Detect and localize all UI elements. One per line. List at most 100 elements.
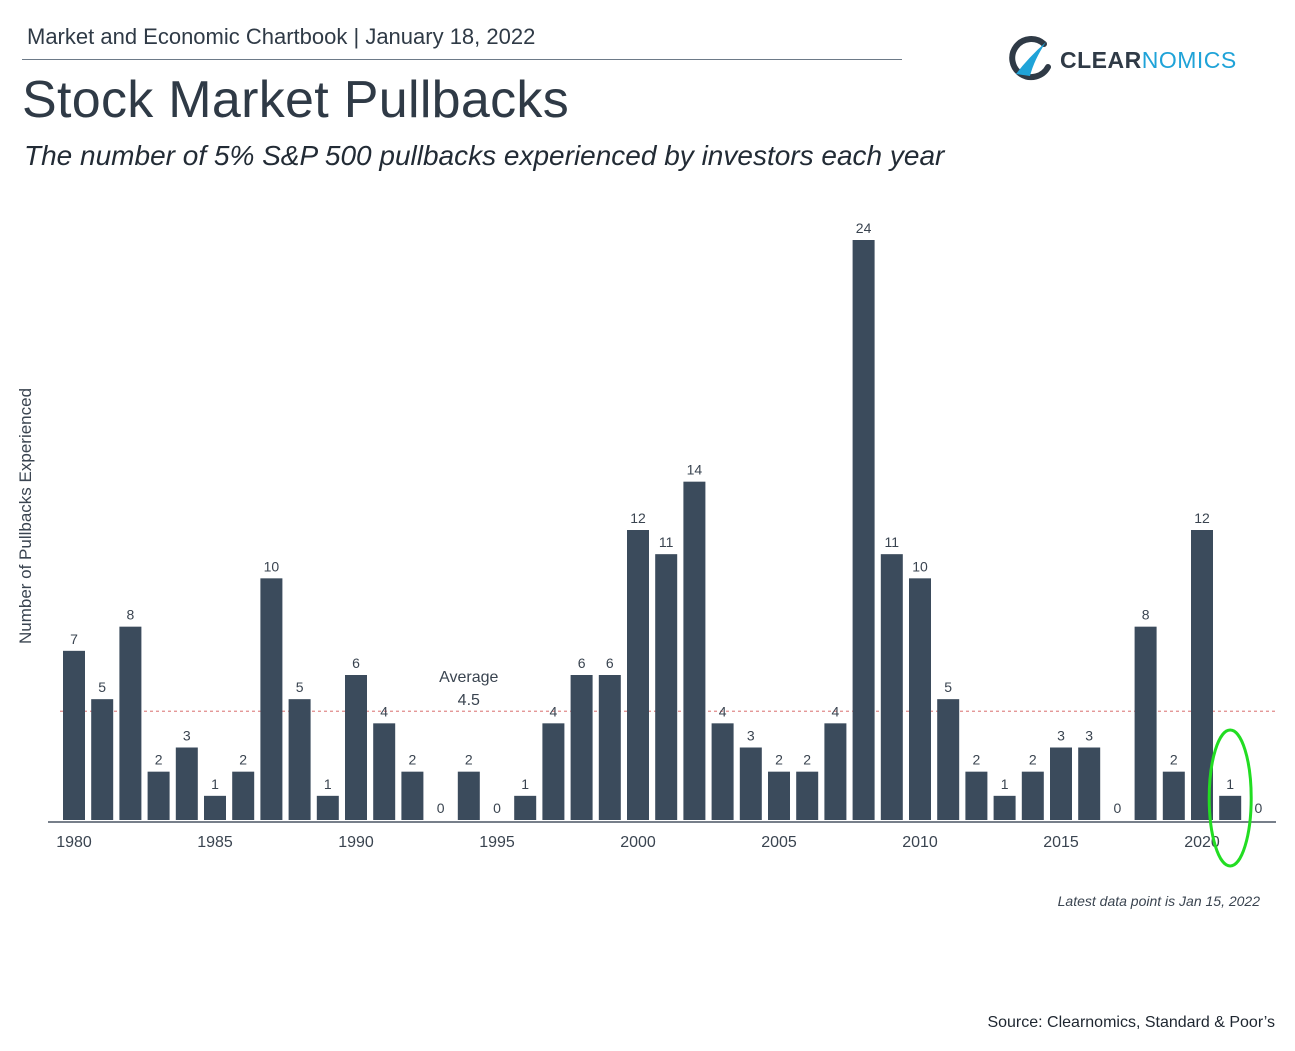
x-tick-1990: 1990 — [338, 834, 374, 851]
clearnomics-logo: CLEARNOMICS — [1006, 34, 1246, 84]
bar-1985 — [204, 795, 226, 820]
data-label-2020: 12 — [1194, 510, 1210, 526]
x-tick-2010: 2010 — [902, 834, 938, 851]
average-value-label: 4.5 — [458, 692, 480, 709]
bar-1987 — [260, 578, 283, 820]
bar-1992 — [401, 771, 424, 820]
data-label-2017: 0 — [1114, 800, 1122, 816]
bar-2014 — [1021, 771, 1044, 820]
data-label-2006: 2 — [803, 752, 811, 768]
data-label-1988: 5 — [296, 679, 304, 695]
bar-2020 — [1191, 530, 1213, 820]
data-label-1992: 2 — [409, 752, 417, 768]
data-label-2019: 2 — [1170, 752, 1178, 768]
data-label-2011: 5 — [944, 679, 952, 695]
bar-1981 — [91, 699, 114, 820]
x-tick-1980: 1980 — [56, 834, 92, 851]
bar-1998 — [570, 675, 593, 820]
data-label-2005: 2 — [775, 752, 783, 768]
bar-2007 — [824, 723, 847, 820]
data-label-2007: 4 — [832, 703, 840, 719]
data-label-1998: 6 — [578, 655, 586, 671]
bar-1990 — [345, 675, 367, 820]
data-label-2010: 10 — [912, 558, 928, 574]
average-label: Average — [439, 669, 498, 686]
data-label-2013: 1 — [1001, 776, 1009, 792]
data-label-2022: 0 — [1255, 800, 1263, 816]
data-label-1981: 5 — [98, 679, 106, 695]
bar-1984 — [175, 747, 198, 820]
bar-2005 — [768, 771, 790, 820]
x-tick-1985: 1985 — [197, 834, 233, 851]
data-label-2012: 2 — [973, 752, 981, 768]
data-label-1996: 1 — [521, 776, 529, 792]
bar-1986 — [232, 771, 255, 820]
x-tick-1995: 1995 — [479, 834, 515, 851]
bar-2018 — [1134, 626, 1157, 820]
data-label-2004: 3 — [747, 728, 755, 744]
bar-2016 — [1078, 747, 1101, 820]
bar-1989 — [316, 795, 339, 820]
data-label-1994: 2 — [465, 752, 473, 768]
page-subtitle: The number of 5% S&P 500 pullbacks exper… — [24, 140, 945, 171]
data-label-2018: 8 — [1142, 607, 1150, 623]
chartbook-kicker: Market and Economic Chartbook | January … — [27, 24, 536, 49]
bar-2012 — [965, 771, 988, 820]
page-title: Stock Market Pullbacks — [22, 71, 570, 129]
data-label-1995: 0 — [493, 800, 501, 816]
data-label-1987: 10 — [264, 558, 280, 574]
data-label-1982: 8 — [127, 607, 135, 623]
data-label-1991: 4 — [380, 703, 388, 719]
data-label-2003: 4 — [719, 703, 727, 719]
bar-2003 — [711, 723, 734, 820]
bar-1982 — [119, 626, 142, 820]
data-label-2000: 12 — [630, 510, 646, 526]
bar-2011 — [937, 699, 960, 820]
bar-1988 — [288, 699, 311, 820]
data-label-1983: 2 — [155, 752, 163, 768]
data-label-1997: 4 — [550, 703, 558, 719]
data-label-2009: 11 — [885, 534, 900, 550]
data-label-1984: 3 — [183, 728, 191, 744]
data-label-2016: 3 — [1085, 728, 1093, 744]
highlight-ellipse — [1207, 728, 1253, 868]
x-tick-2020: 2020 — [1184, 834, 1220, 851]
bar-2008 — [852, 240, 875, 820]
bar-2004 — [739, 747, 762, 820]
bar-2000 — [627, 530, 649, 820]
bar-1997 — [542, 723, 565, 820]
data-label-1999: 6 — [606, 655, 614, 671]
bar-2006 — [796, 771, 819, 820]
data-label-1993: 0 — [437, 800, 445, 816]
data-label-2021: 1 — [1226, 776, 1234, 792]
data-label-2008: 24 — [856, 220, 872, 236]
data-label-1986: 2 — [239, 752, 247, 768]
x-tick-2000: 2000 — [620, 834, 656, 851]
data-label-1989: 1 — [324, 776, 332, 792]
x-tick-2015: 2015 — [1043, 834, 1079, 851]
clearnomics-swoosh-icon — [1009, 36, 1051, 81]
bar-2002 — [683, 481, 706, 820]
bar-2015 — [1050, 747, 1072, 820]
header-divider — [22, 59, 902, 60]
bar-1999 — [598, 675, 621, 820]
data-label-1990: 6 — [352, 655, 360, 671]
data-label-2015: 3 — [1057, 728, 1065, 744]
bar-2021 — [1219, 795, 1242, 820]
bar-2001 — [655, 554, 678, 820]
bar-2010 — [909, 578, 931, 820]
bar-1996 — [514, 795, 537, 820]
logo-wordmark: CLEARNOMICS — [1060, 47, 1237, 74]
data-label-2002: 14 — [687, 462, 703, 478]
logo-text-clear: CLEAR — [1060, 47, 1142, 73]
latest-data-note: Latest data point is Jan 15, 2022 — [1057, 893, 1260, 909]
data-label-2001: 11 — [659, 534, 674, 550]
bar-1980 — [63, 650, 85, 820]
logo-text-nomics: NOMICS — [1141, 47, 1237, 73]
x-tick-2005: 2005 — [761, 834, 797, 851]
data-label-1980: 7 — [70, 631, 78, 647]
bar-1991 — [373, 723, 396, 820]
bar-2013 — [993, 795, 1016, 820]
data-label-2014: 2 — [1029, 752, 1037, 768]
